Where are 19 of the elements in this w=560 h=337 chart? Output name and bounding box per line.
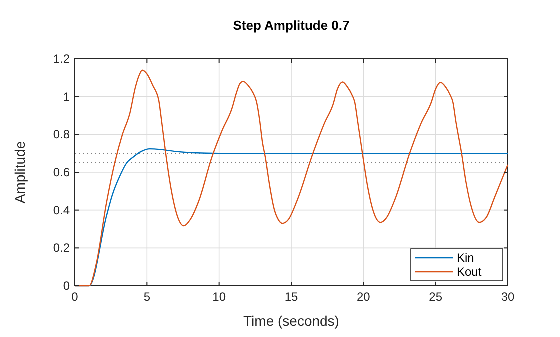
y-tick-label: 0.6 <box>53 166 70 180</box>
y-tick-label: 1.2 <box>53 52 70 66</box>
legend-label: Kin <box>457 251 474 265</box>
y-axis-title: Amplitude <box>12 141 28 204</box>
y-tick-label: 0.8 <box>53 128 70 142</box>
y-tick-label: 0.2 <box>53 241 70 256</box>
x-tick-label: 20 <box>356 290 371 304</box>
x-tick-label: 25 <box>429 290 443 304</box>
y-tick-label: 0 <box>63 279 70 293</box>
x-tick-label: 30 <box>501 290 515 304</box>
x-tick-label: 15 <box>284 290 298 304</box>
y-tick-label: 0.4 <box>53 203 70 218</box>
x-axis-title: Time (seconds) <box>244 313 340 329</box>
y-tick-label: 1 <box>63 90 70 104</box>
x-tick-label: 10 <box>212 290 226 304</box>
legend-label: Kout <box>457 265 482 279</box>
chart-title: Step Amplitude 0.7 <box>233 18 350 33</box>
x-tick-label: 5 <box>144 290 151 304</box>
x-tick-label: 0 <box>72 290 79 304</box>
